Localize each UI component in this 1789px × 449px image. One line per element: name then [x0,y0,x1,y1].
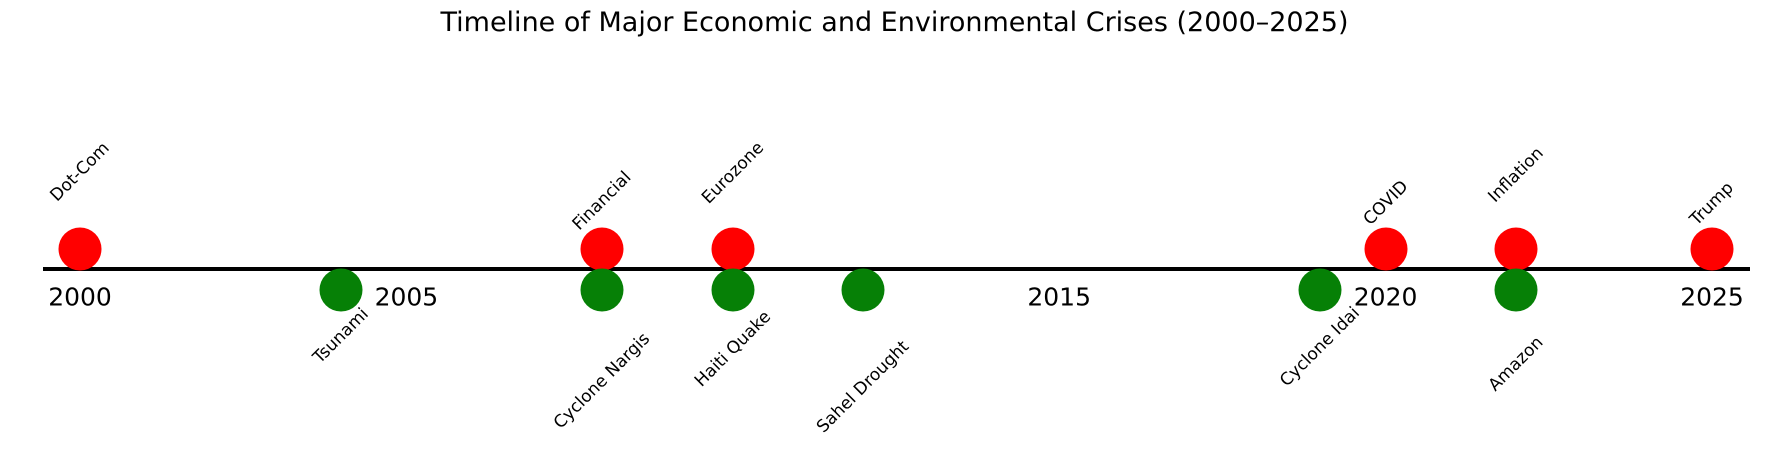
event-dot-sahel-drought [841,268,885,312]
event-dot-eurozone [711,227,755,271]
event-dot-covid [1364,227,1408,271]
event-dot-haiti-quake [711,268,755,312]
event-label-amazon: Amazon [1484,332,1548,396]
event-label-sahel-drought: Sahel Drought [813,336,914,438]
event-dot-tsunami [319,268,363,312]
x-tick-label-2000: 2000 [48,282,112,312]
event-label-cyclone-nargis: Cyclone Nargis [550,328,655,434]
event-dot-cyclone-idai [1298,268,1342,312]
event-label-eurozone: Eurozone [697,137,768,209]
timeline-axis-line [43,267,1750,271]
event-dot-cyclone-nargis [580,268,624,312]
event-dot-amazon [1494,268,1538,312]
x-tick-label-2025: 2025 [1680,282,1744,312]
event-label-dot-com: Dot-Com [46,138,114,206]
x-tick-label-2005: 2005 [374,282,439,312]
event-label-trump: Trump [1686,178,1738,230]
x-tick-label-2020: 2020 [1353,282,1418,312]
event-label-haiti-quake: Haiti Quake [690,306,775,392]
event-dot-trump [1690,227,1734,271]
event-dot-inflation [1494,227,1538,271]
event-label-inflation: Inflation [1484,143,1548,207]
event-label-cyclone-idai: Cyclone Idai [1276,303,1365,391]
event-label-financial: Financial [568,167,636,235]
x-tick-label-2015: 2015 [1027,282,1091,312]
event-dot-financial [580,227,624,271]
event-label-tsunami: Tsunami [309,304,373,368]
chart-title: Timeline of Major Economic and Environme… [440,7,1349,38]
event-label-covid: COVID [1359,176,1412,230]
event-dot-dot-com [58,227,102,271]
